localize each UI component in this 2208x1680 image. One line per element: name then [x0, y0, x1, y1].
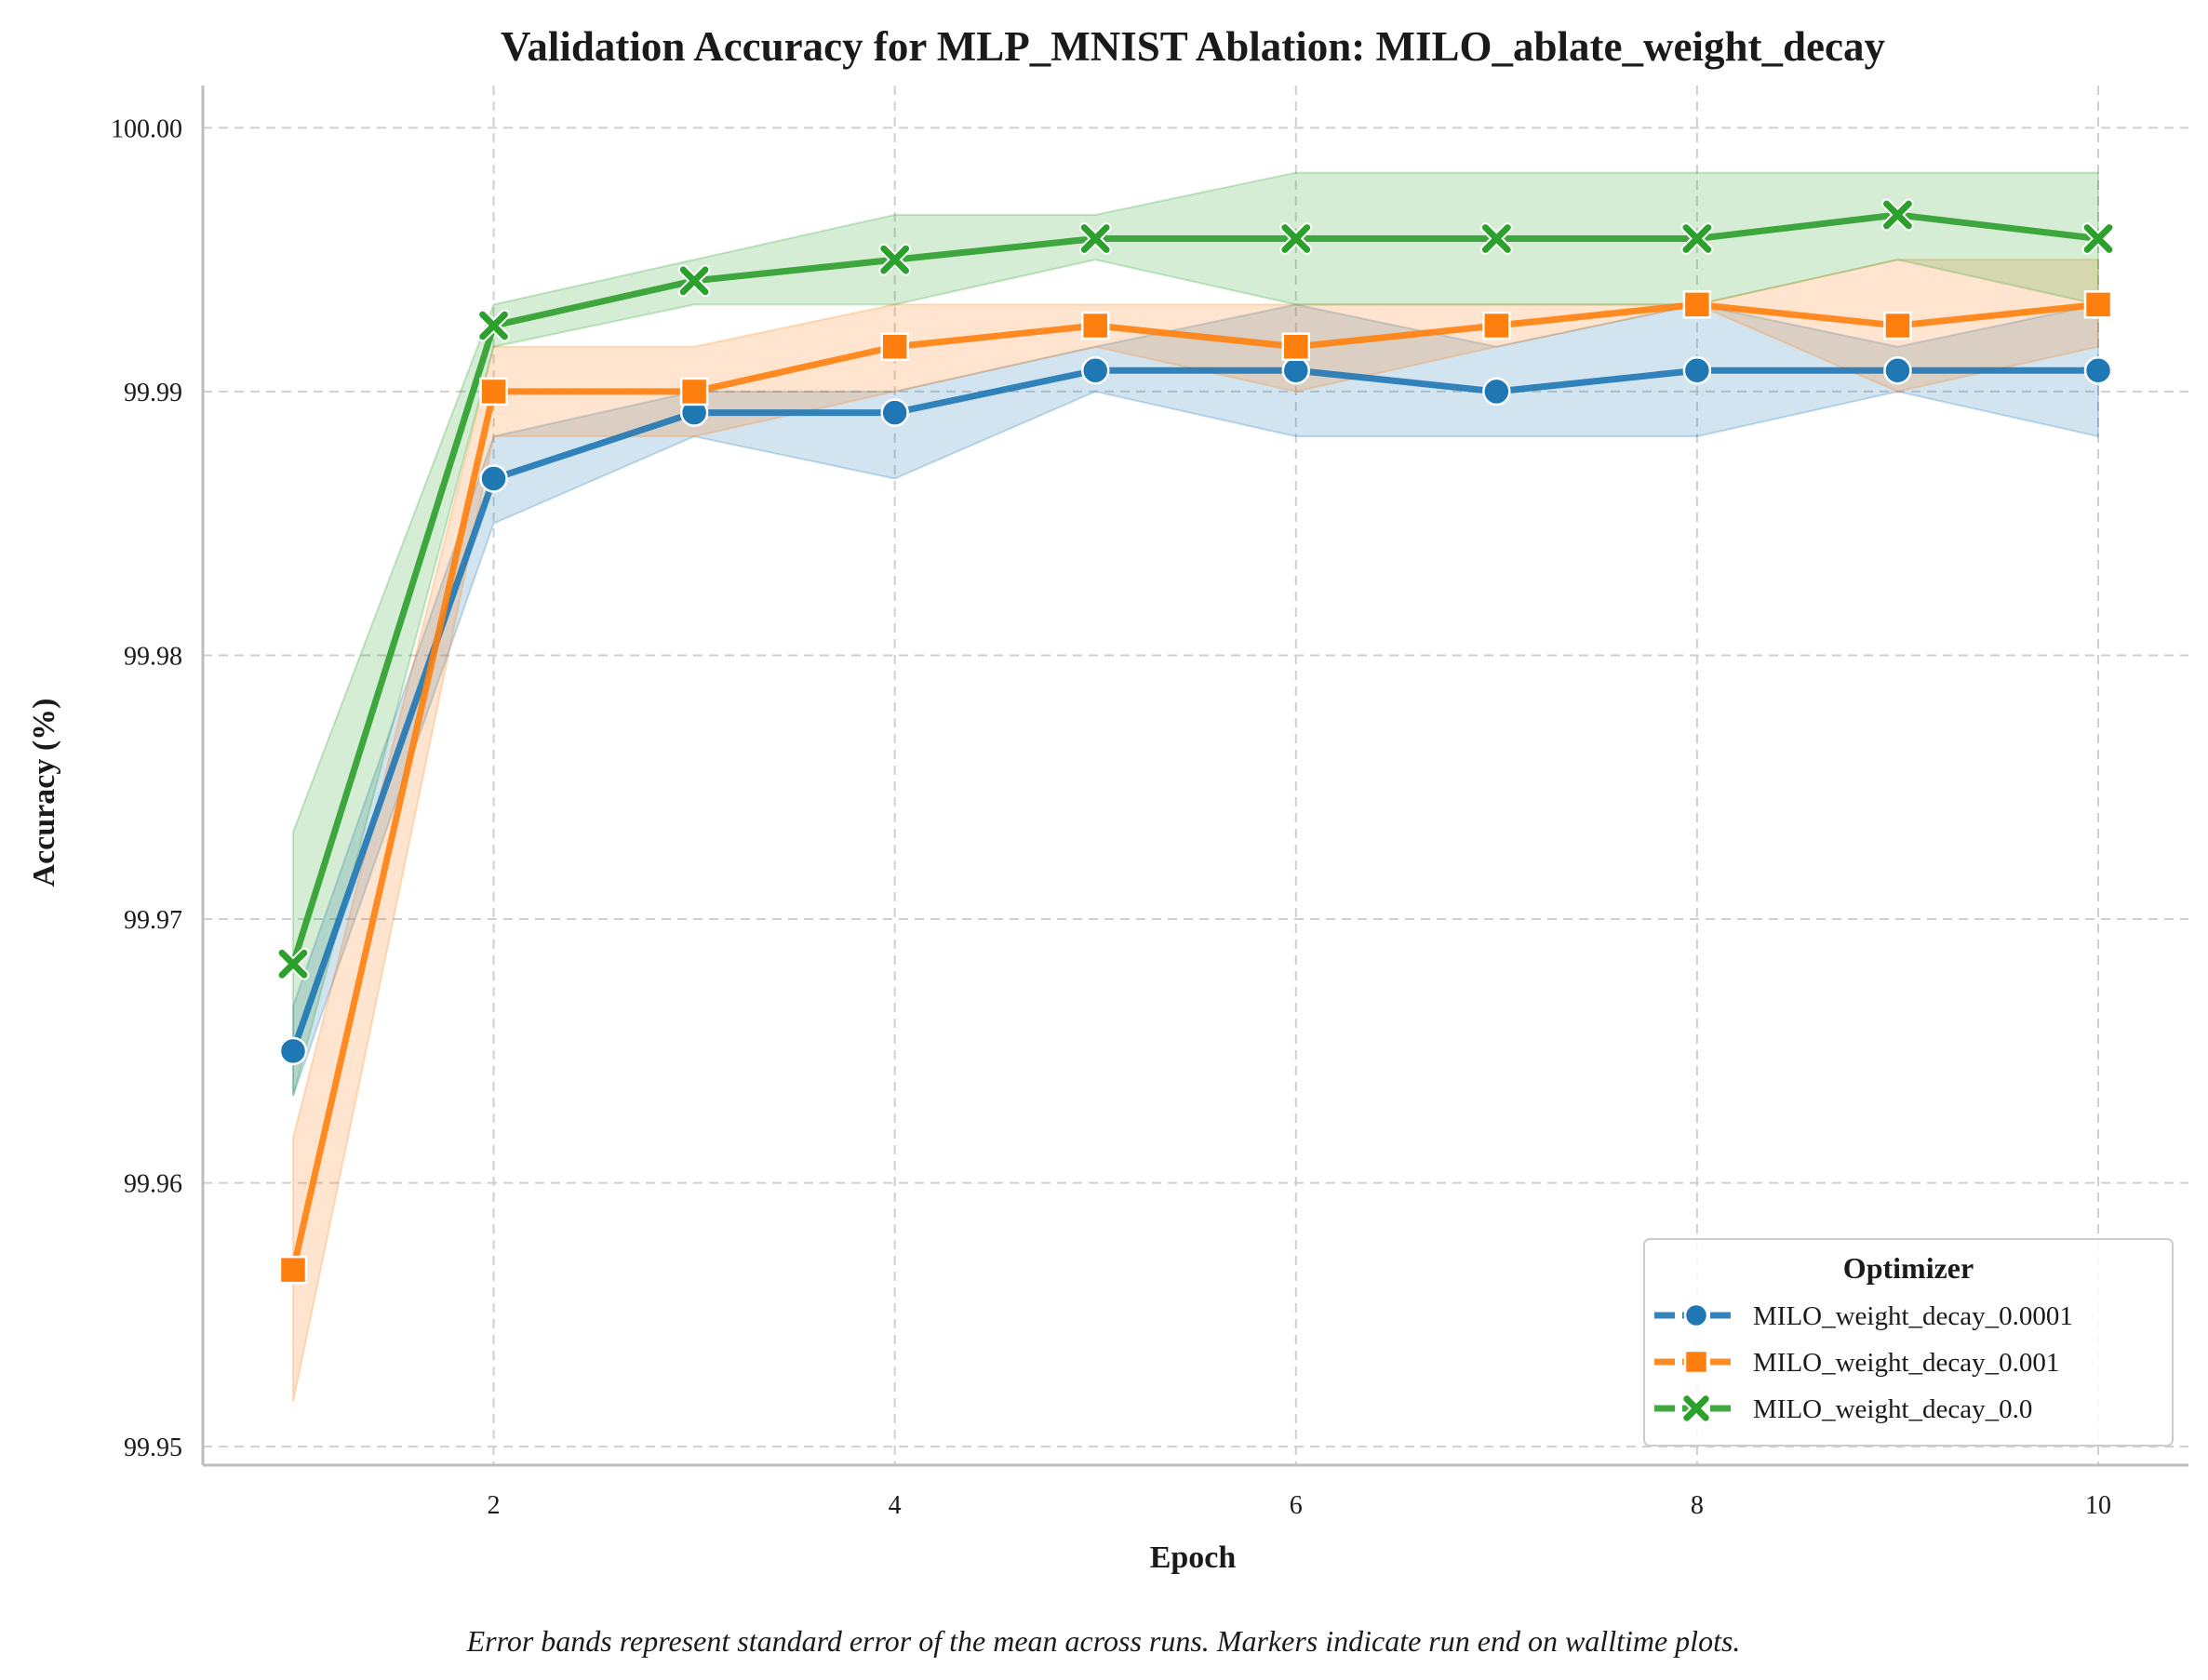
- x-axis-label: Epoch: [1150, 1540, 1237, 1575]
- data-point-1-5: [1281, 332, 1311, 361]
- data-point-0-3: [880, 398, 909, 427]
- x-tick-label: 6: [1290, 1491, 1303, 1520]
- series-lines: [289, 211, 2102, 1273]
- data-point-2-8: [1881, 198, 1914, 232]
- chart-caption: Error bands represent standard error of …: [466, 1624, 1741, 1658]
- data-point-2-6: [1479, 222, 1513, 255]
- data-point-0-5: [1281, 355, 1311, 385]
- error-band-1: [292, 259, 2099, 1403]
- series-line-2: [289, 211, 2102, 967]
- x-tick-label: 2: [488, 1491, 501, 1520]
- data-point-2-2: [677, 264, 711, 298]
- legend-title: Optimizer: [1843, 1251, 1974, 1285]
- legend-label-0: MILO_weight_decay_0.0001: [1753, 1301, 2073, 1331]
- data-point-1-6: [1482, 311, 1511, 340]
- error-bands: [292, 171, 2099, 1403]
- legend-marker-1: [1683, 1349, 1709, 1375]
- data-point-2-0: [276, 947, 310, 980]
- data-point-0-1: [479, 464, 508, 493]
- data-point-0-0: [278, 1036, 308, 1066]
- y-tick-label: 99.99: [124, 379, 182, 407]
- data-point-1-3: [880, 332, 909, 361]
- tick-labels: 2 4 6 8 10 99.95 99.96 99.97 99.98 99.99 100.00: [111, 114, 2111, 1520]
- legend-entry-0: MILO_weight_decay_0.0001: [1654, 1301, 2073, 1331]
- legend-entries: MILO_weight_decay_0.0001 MILO_weight_deca…: [1654, 1301, 2073, 1424]
- data-point-2-3: [878, 243, 912, 276]
- y-tick-label: 100.00: [111, 114, 182, 143]
- legend-label-1: MILO_weight_decay_0.001: [1753, 1348, 2059, 1378]
- data-point-1-4: [1080, 311, 1110, 340]
- data-point-2-1: [477, 309, 510, 342]
- legend-marker-2: [1681, 1393, 1711, 1423]
- data-point-0-6: [1482, 377, 1511, 407]
- data-point-1-7: [1682, 290, 1712, 319]
- x-tick-label: 8: [1691, 1491, 1704, 1520]
- x-tick-label: 4: [889, 1491, 902, 1520]
- legend-entry-1: MILO_weight_decay_0.001: [1654, 1348, 2059, 1378]
- y-tick-label: 99.98: [124, 642, 182, 671]
- chart-title: Validation Accuracy for MLP_MNIST Ablati…: [501, 23, 1885, 70]
- y-tick-label: 99.97: [124, 906, 182, 935]
- data-point-2-4: [1078, 222, 1112, 255]
- series-line-0: [289, 367, 2102, 1055]
- series-markers: [276, 198, 2115, 1285]
- data-point-2-7: [1680, 222, 1714, 255]
- legend-box: [1643, 1238, 2174, 1447]
- data-point-1-8: [1883, 311, 1912, 340]
- x-tick-label: 10: [2085, 1491, 2111, 1520]
- data-point-1-1: [479, 377, 508, 407]
- axes: [201, 86, 2188, 1467]
- legend-marker-0: [1683, 1302, 1709, 1328]
- error-band-0: [292, 303, 2099, 1097]
- data-point-1-0: [278, 1255, 308, 1285]
- data-point-1-2: [679, 377, 709, 407]
- legend-label-2: MILO_weight_decay_0.0: [1753, 1394, 2032, 1424]
- y-tick-label: 99.96: [124, 1170, 182, 1199]
- legend-entry-2: MILO_weight_decay_0.0: [1654, 1393, 2032, 1424]
- data-point-0-7: [1682, 355, 1712, 385]
- data-point-0-4: [1080, 355, 1110, 385]
- series-line-1: [289, 300, 2102, 1273]
- data-point-2-5: [1279, 222, 1313, 255]
- data-point-1-9: [2083, 290, 2113, 319]
- data-point-0-8: [1883, 355, 1912, 385]
- legend: Optimizer MILO_weight_decay_0.0001MILO_w…: [1643, 1238, 2174, 1447]
- data-point-0-9: [2083, 355, 2113, 385]
- y-tick-label: 99.95: [124, 1433, 182, 1462]
- data-point-2-9: [2081, 222, 2115, 255]
- y-axis-label: Accuracy (%): [27, 699, 61, 887]
